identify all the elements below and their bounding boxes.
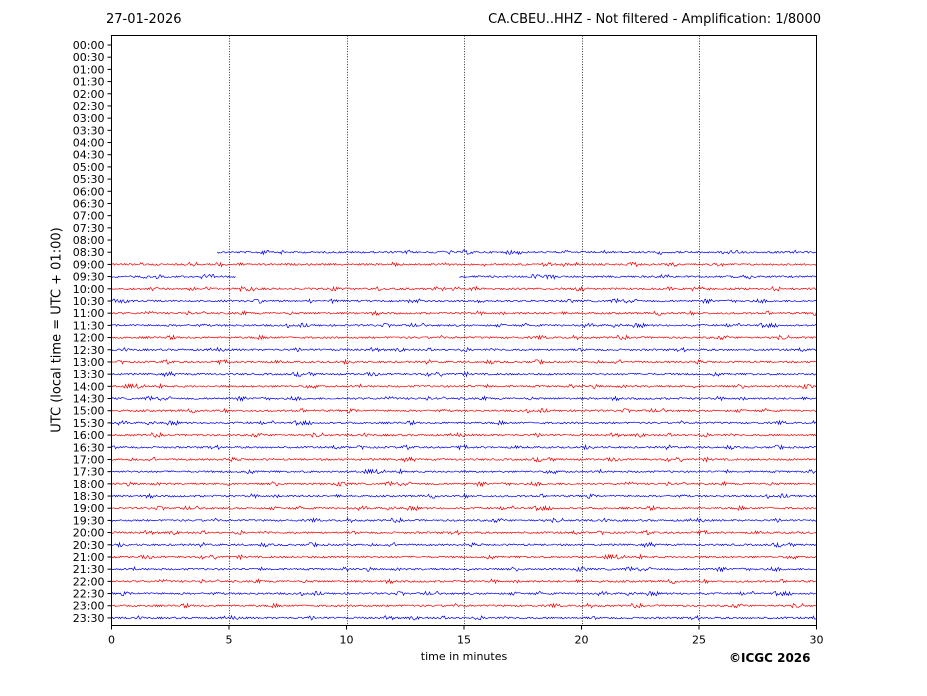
x-tick-label: 30 — [810, 634, 824, 647]
y-tick-label: 21:00 — [73, 551, 105, 564]
seismic-trace-1800 — [111, 480, 817, 488]
y-tick-label: 23:00 — [73, 600, 105, 613]
y-tick-label: 11:00 — [73, 307, 105, 320]
y-tick-label: 11:30 — [73, 319, 105, 332]
y-tick-label: 21:30 — [73, 563, 105, 576]
y-tick-label: 15:30 — [73, 417, 105, 430]
seismic-trace-2330 — [111, 614, 817, 621]
x-tick-label: 0 — [108, 634, 115, 647]
y-tick-label: 19:00 — [73, 502, 105, 515]
seismic-trace-1700 — [111, 456, 817, 463]
y-tick-label: 08:00 — [73, 234, 105, 247]
x-axis-label: time in minutes — [420, 650, 508, 663]
y-tick-label: 04:30 — [73, 149, 105, 162]
seismic-trace-2130 — [111, 565, 817, 573]
y-tick-label: 14:00 — [73, 380, 105, 393]
y-tick-label: 00:30 — [73, 51, 105, 64]
seismic-trace-1600 — [111, 431, 817, 438]
y-tick-label: 17:00 — [73, 453, 105, 466]
seismic-trace-1730 — [111, 468, 817, 475]
seismic-trace-1230 — [111, 346, 817, 353]
y-tick-label: 20:00 — [73, 527, 105, 540]
y-tick-label: 12:00 — [73, 332, 105, 345]
seismic-trace-1830 — [111, 492, 817, 499]
y-tick-label: 14:30 — [73, 393, 105, 406]
seismic-trace-1330 — [111, 371, 817, 378]
seismic-trace-1930 — [111, 517, 817, 524]
y-tick-label: 05:30 — [73, 173, 105, 186]
y-tick-label: 06:30 — [73, 197, 105, 210]
seismic-trace-2030 — [111, 541, 817, 548]
y-tick-label: 16:30 — [73, 441, 105, 454]
y-tick-label: 10:00 — [73, 283, 105, 296]
seismic-trace-1200 — [111, 334, 817, 341]
seismic-trace-1300 — [111, 358, 817, 366]
y-tick-label: 02:00 — [73, 88, 105, 101]
y-tick-label: 19:30 — [73, 514, 105, 527]
copyright-notice: ©ICGC 2026 — [729, 651, 811, 665]
seismic-trace-1130 — [111, 322, 817, 329]
y-tick-label: 07:00 — [73, 210, 105, 223]
seismic-trace-1030 — [111, 297, 817, 305]
y-tick-label: 01:00 — [73, 63, 105, 76]
y-tick-label: 13:00 — [73, 356, 105, 369]
y-tick-label: 12:30 — [73, 344, 105, 357]
y-tick-label: 00:00 — [73, 39, 105, 52]
y-tick-label: 05:00 — [73, 161, 105, 174]
seismic-trace-1000 — [111, 285, 817, 293]
y-tick-label: 22:30 — [73, 588, 105, 601]
seismic-trace-1400 — [111, 382, 817, 390]
y-tick-label: 09:30 — [73, 271, 105, 284]
y-tick-label: 18:30 — [73, 490, 105, 503]
seismic-trace-1530 — [111, 419, 817, 427]
seismic-trace-2200 — [111, 578, 817, 585]
y-tick-label: 13:30 — [73, 368, 105, 381]
seismic-trace-1100 — [111, 309, 817, 317]
seismic-trace-1430 — [111, 395, 817, 402]
y-tick-label: 02:30 — [73, 100, 105, 113]
y-tick-label: 01:30 — [73, 76, 105, 89]
y-axis-label: UTC (local time = UTC + 01:00) — [49, 227, 65, 433]
x-tick-label: 10 — [340, 634, 354, 647]
y-tick-label: 20:30 — [73, 539, 105, 552]
y-tick-label: 03:30 — [73, 124, 105, 137]
seismic-trace-2000 — [111, 529, 817, 537]
x-tick-label: 20 — [575, 634, 589, 647]
y-tick-label: 04:00 — [73, 137, 105, 150]
x-tick-label: 25 — [692, 634, 706, 647]
x-ticks: 0 5 10 15 20 25 30 — [108, 625, 824, 647]
x-tick-label: 15 — [457, 634, 471, 647]
grid-lines — [229, 35, 700, 626]
seismic-trace-1500 — [111, 407, 817, 414]
x-tick-label: 5 — [226, 634, 233, 647]
seismic-trace-2300 — [111, 602, 817, 609]
y-tick-label: 23:30 — [73, 612, 105, 625]
y-tick-label: 10:30 — [73, 295, 105, 308]
seismic-trace-0900 — [111, 261, 817, 268]
seismic-trace-0930 — [459, 273, 817, 281]
y-tick-label: 16:00 — [73, 429, 105, 442]
seismic-trace-0830 — [217, 249, 817, 256]
date-label: 27-01-2026 — [106, 12, 182, 27]
y-tick-label: 09:00 — [73, 258, 105, 271]
trace-lines — [111, 249, 817, 621]
y-ticks: 00:0000:3001:0001:3002:0002:3003:0003:30… — [73, 39, 112, 625]
y-tick-label: 06:00 — [73, 185, 105, 198]
plot-frame — [111, 35, 817, 626]
y-tick-label: 17:30 — [73, 466, 105, 479]
seismic-trace-2230 — [111, 590, 817, 597]
chart-title: CA.CBEU..HHZ - Not filtered - Amplificat… — [488, 12, 821, 27]
y-tick-label: 18:00 — [73, 478, 105, 491]
y-tick-label: 07:30 — [73, 222, 105, 235]
seismic-trace-0930 — [111, 273, 236, 280]
y-tick-label: 08:30 — [73, 246, 105, 259]
y-tick-label: 03:00 — [73, 112, 105, 125]
seismic-trace-1630 — [111, 443, 817, 451]
seismic-trace-1900 — [111, 504, 817, 512]
y-tick-label: 15:00 — [73, 405, 105, 418]
y-tick-label: 22:00 — [73, 575, 105, 588]
seismic-trace-2100 — [111, 553, 817, 561]
